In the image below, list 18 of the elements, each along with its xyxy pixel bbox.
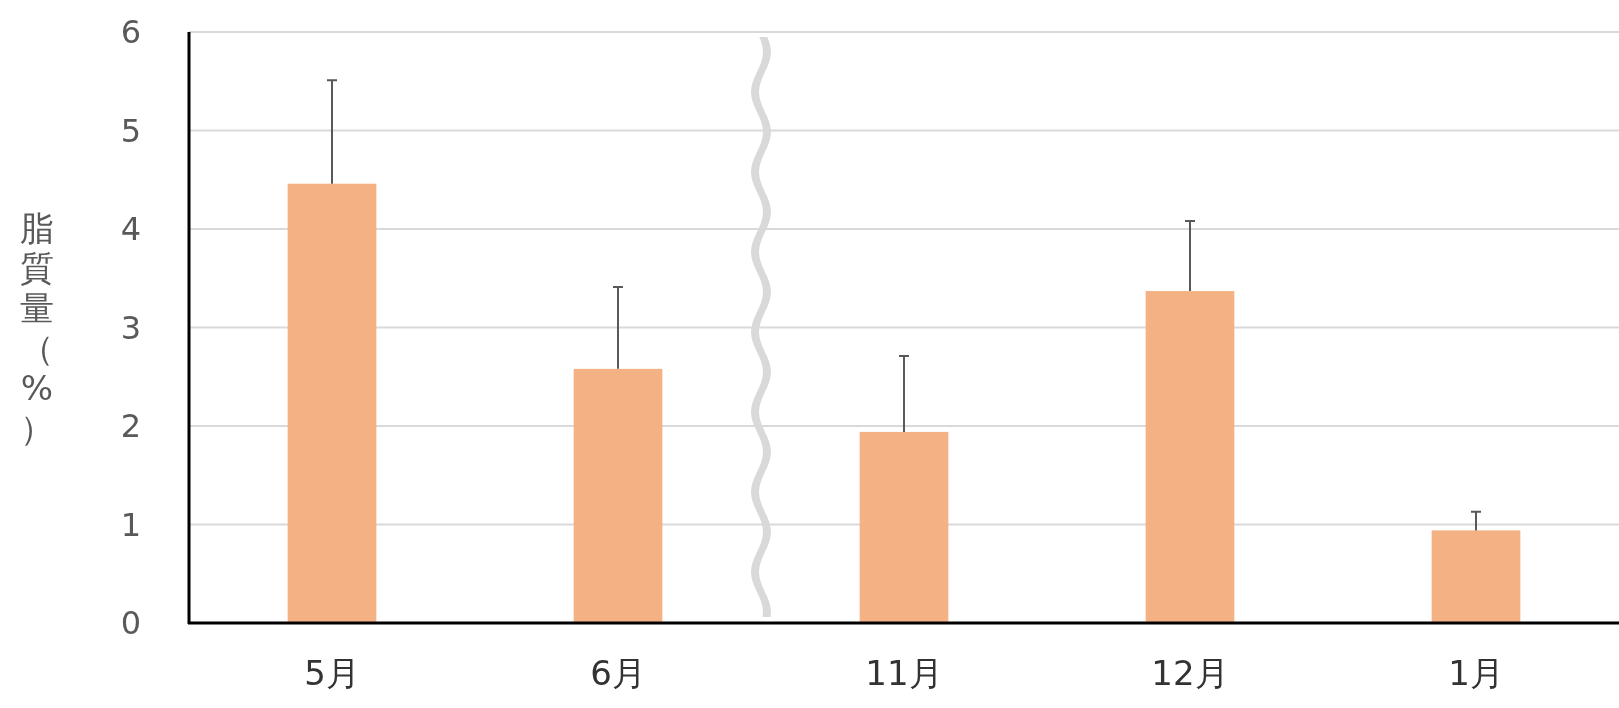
x-tick-label: 5月 [304, 653, 360, 693]
bar [1431, 530, 1521, 623]
bar [859, 431, 949, 623]
y-tick-label: 1 [120, 505, 142, 544]
bar [573, 368, 663, 623]
y-axis-title: 脂質量（%） [20, 207, 54, 448]
y-tick-label: 4 [120, 210, 142, 248]
x-tick-label: 1月 [1448, 653, 1504, 693]
y-tick-label: 6 [120, 13, 142, 51]
bar [1145, 291, 1235, 623]
y-tick-label: 5 [120, 111, 142, 150]
y-tick-label: 3 [120, 308, 142, 347]
x-tick-label: 11月 [865, 653, 943, 693]
y-tick-label: 2 [120, 407, 142, 445]
y-tick-label: 0 [120, 604, 142, 642]
x-tick-label: 6月 [590, 653, 646, 693]
x-tick-label: 12月 [1151, 653, 1229, 693]
bar [287, 183, 377, 623]
